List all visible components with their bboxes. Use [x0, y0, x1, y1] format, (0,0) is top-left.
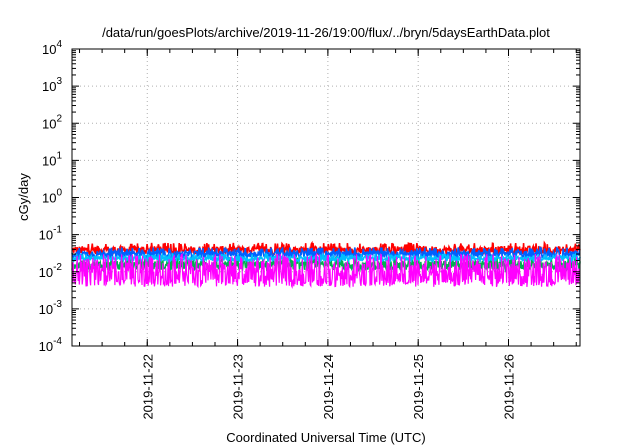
y-tick-label: 104 — [42, 39, 62, 57]
x-axis: 2019-11-22 2019-11-23 2019-11-24 2019-11-25… — [79, 49, 577, 420]
y-tick-label: 10-4 — [39, 336, 63, 354]
y-tick-label: 101 — [42, 150, 62, 168]
x-tick-label: 2019-11-25 — [411, 354, 426, 420]
y-axis-label: cGy/day — [16, 173, 31, 221]
y-tick-label: 10-3 — [39, 299, 63, 317]
x-tick-label: 2019-11-26 — [502, 354, 517, 420]
x-axis-label: Coordinated Universal Time (UTC) — [226, 430, 425, 445]
y-tick-label: 10-2 — [39, 262, 63, 280]
y-tick-label: 100 — [42, 188, 62, 206]
x-tick-label: 2019-11-23 — [231, 354, 246, 420]
x-tick-label: 2019-11-22 — [140, 354, 155, 420]
y-tick-label: 102 — [42, 113, 62, 131]
y-axis: 10-4 10-3 10-2 10-1 100 101 102 103 104 — [39, 39, 580, 354]
y-tick-label: 103 — [42, 76, 62, 94]
grid — [72, 49, 580, 346]
series-layer — [71, 240, 581, 290]
chart-title: /data/run/goesPlots/archive/2019-11-26/1… — [102, 25, 550, 40]
series-line-4 — [71, 251, 581, 264]
series-line-5 — [71, 252, 581, 290]
y-tick-label: 10-1 — [39, 225, 63, 243]
x-tick-label: 2019-11-24 — [321, 354, 336, 420]
